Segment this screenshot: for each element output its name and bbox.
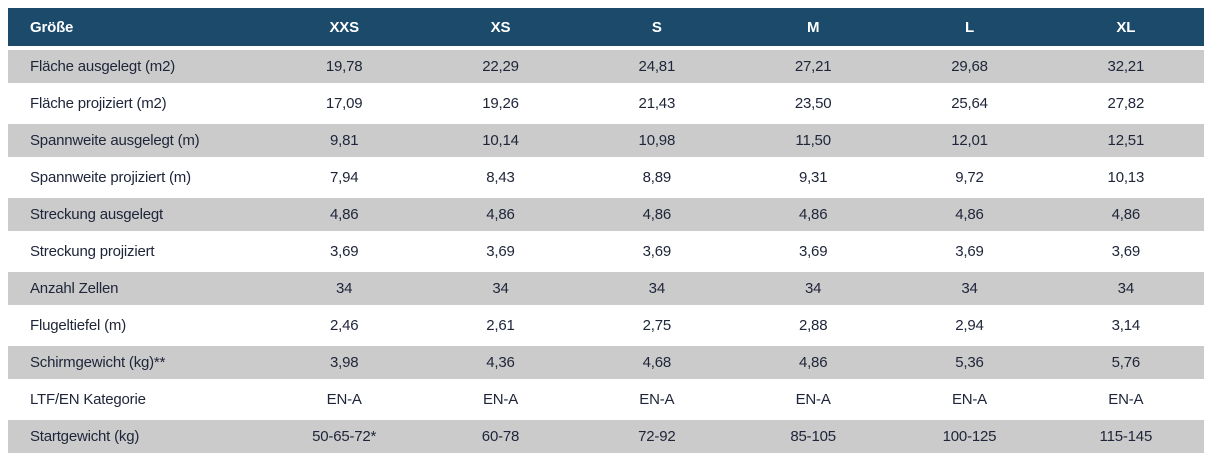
cell-value: 21,43 [578, 87, 735, 120]
row-label: Anzahl Zellen [8, 272, 266, 305]
cell-value: 3,69 [422, 235, 579, 268]
cell-value: 9,81 [266, 124, 423, 157]
cell-value: 22,29 [422, 50, 579, 83]
cell-value: 5,36 [891, 346, 1048, 379]
cell-value: 24,81 [578, 50, 735, 83]
cell-value: 4,86 [422, 198, 579, 231]
row-label: Schirmgewicht (kg)** [8, 346, 266, 379]
cell-value: 29,68 [891, 50, 1048, 83]
cell-value: EN-A [734, 383, 892, 416]
column-header-l: L [891, 8, 1048, 46]
cell-value: 3,69 [266, 235, 423, 268]
table-row: Spannweite projiziert (m) 7,94 8,43 8,89 9,3… [8, 161, 1204, 194]
cell-value: 34 [422, 272, 579, 305]
cell-value: 4,86 [1047, 198, 1204, 231]
cell-value: 12,01 [891, 124, 1048, 157]
table-row: Fläche projiziert (m2) 17,09 19,26 21,43 23,… [8, 87, 1204, 120]
table-row: Flugeltiefel (m) 2,46 2,61 2,75 2,88 2,94 3,14 [8, 309, 1204, 342]
cell-value: 2,46 [266, 309, 423, 342]
row-label: Fläche projiziert (m2) [8, 87, 266, 120]
cell-value: 34 [578, 272, 735, 305]
row-label: Flugeltiefel (m) [8, 309, 266, 342]
row-label: Streckung ausgelegt [8, 198, 266, 231]
cell-value: 27,82 [1047, 87, 1204, 120]
cell-value: 12,51 [1047, 124, 1204, 157]
cell-value: 19,26 [422, 87, 579, 120]
cell-value: 10,98 [578, 124, 735, 157]
cell-value: 11,50 [734, 124, 892, 157]
table-row: Schirmgewicht (kg)** 3,98 4,36 4,68 4,86 5,36… [8, 346, 1204, 379]
column-header-xxs: XXS [266, 8, 423, 46]
cell-value: 32,21 [1047, 50, 1204, 83]
column-header-xs: XS [422, 8, 579, 46]
column-header-m: M [734, 8, 892, 46]
cell-value: 4,86 [578, 198, 735, 231]
row-label: Fläche ausgelegt (m2) [8, 50, 266, 83]
table-row: Spannweite ausgelegt (m) 9,81 10,14 10,98 11… [8, 124, 1204, 157]
cell-value: 85-105 [734, 420, 892, 453]
table-row: Fläche ausgelegt (m2) 19,78 22,29 24,81 27,2… [8, 50, 1204, 83]
cell-value: EN-A [578, 383, 735, 416]
table-row: Streckung projiziert 3,69 3,69 3,69 3,69 3,69… [8, 235, 1204, 268]
cell-value: EN-A [891, 383, 1048, 416]
cell-value: 4,68 [578, 346, 735, 379]
cell-value: 2,94 [891, 309, 1048, 342]
column-header-xl: XL [1047, 8, 1204, 46]
cell-value: 23,50 [734, 87, 892, 120]
cell-value: 2,88 [734, 309, 892, 342]
cell-value: 4,86 [891, 198, 1048, 231]
cell-value: 2,61 [422, 309, 579, 342]
cell-value: 2,75 [578, 309, 735, 342]
cell-value: 115-145 [1047, 420, 1204, 453]
cell-value: 7,94 [266, 161, 423, 194]
cell-value: 17,09 [266, 87, 423, 120]
row-label: Spannweite ausgelegt (m) [8, 124, 266, 157]
row-label: LTF/EN Kategorie [8, 383, 266, 416]
row-label: Spannweite projiziert (m) [8, 161, 266, 194]
table-row: Streckung ausgelegt 4,86 4,86 4,86 4,86 4,86 4… [8, 198, 1204, 231]
table-row: Startgewicht (kg) 50-65-72* 60-78 72-92 85-1… [8, 420, 1204, 453]
column-header-groesse: Größe [8, 8, 266, 46]
cell-value: 9,31 [734, 161, 892, 194]
cell-value: 10,13 [1047, 161, 1204, 194]
table-header-row: Größe XXS XS S M L XL [8, 8, 1204, 46]
cell-value: 4,86 [734, 346, 892, 379]
cell-value: 34 [734, 272, 892, 305]
column-header-s: S [578, 8, 735, 46]
cell-value: 3,69 [734, 235, 892, 268]
cell-value: 34 [891, 272, 1048, 305]
cell-value: 19,78 [266, 50, 423, 83]
cell-value: 4,36 [422, 346, 579, 379]
cell-value: 50-65-72* [266, 420, 423, 453]
size-spec-table: Größe XXS XS S M L XL Fläche ausgelegt (… [8, 4, 1204, 457]
cell-value: 5,76 [1047, 346, 1204, 379]
cell-value: 4,86 [266, 198, 423, 231]
cell-value: 60-78 [422, 420, 579, 453]
table-row: LTF/EN Kategorie EN-A EN-A EN-A EN-A EN-A EN-A [8, 383, 1204, 416]
cell-value: 9,72 [891, 161, 1048, 194]
table-body: Fläche ausgelegt (m2) 19,78 22,29 24,81 27,2… [8, 50, 1204, 453]
cell-value: 34 [1047, 272, 1204, 305]
cell-value: 72-92 [578, 420, 735, 453]
cell-value: EN-A [1047, 383, 1204, 416]
cell-value: 8,89 [578, 161, 735, 194]
cell-value: 3,69 [1047, 235, 1204, 268]
cell-value: 3,69 [578, 235, 735, 268]
row-label: Startgewicht (kg) [8, 420, 266, 453]
cell-value: 100-125 [891, 420, 1048, 453]
cell-value: EN-A [266, 383, 423, 416]
cell-value: 25,64 [891, 87, 1048, 120]
cell-value: 8,43 [422, 161, 579, 194]
cell-value: 34 [266, 272, 423, 305]
cell-value: 10,14 [422, 124, 579, 157]
cell-value: 4,86 [734, 198, 892, 231]
table-row: Anzahl Zellen 34 34 34 34 34 34 [8, 272, 1204, 305]
cell-value: 3,69 [891, 235, 1048, 268]
cell-value: 3,14 [1047, 309, 1204, 342]
cell-value: EN-A [422, 383, 579, 416]
cell-value: 27,21 [734, 50, 892, 83]
cell-value: 3,98 [266, 346, 423, 379]
table-header: Größe XXS XS S M L XL [8, 8, 1204, 46]
row-label: Streckung projiziert [8, 235, 266, 268]
